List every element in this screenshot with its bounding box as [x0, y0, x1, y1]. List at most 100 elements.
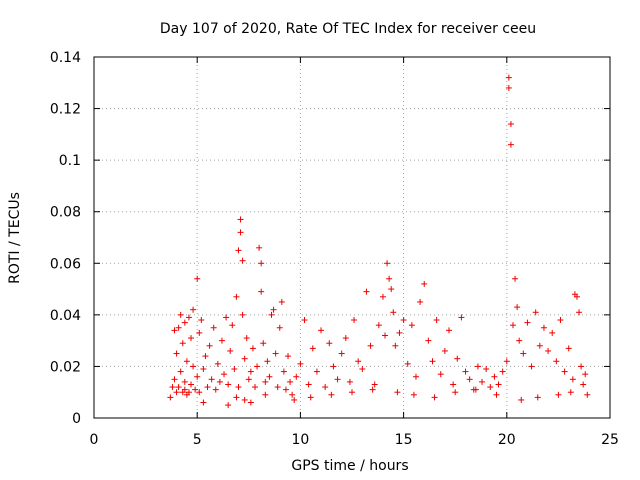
- data-point: [210, 324, 217, 331]
- data-point: [301, 317, 308, 324]
- data-point: [231, 366, 238, 373]
- data-point: [256, 244, 263, 251]
- data-point: [239, 311, 246, 318]
- data-point: [330, 363, 337, 370]
- data-point: [175, 384, 182, 391]
- data-point: [285, 353, 292, 360]
- data-point: [404, 360, 411, 367]
- data-point: [237, 229, 244, 236]
- data-point: [169, 384, 176, 391]
- data-point: [375, 322, 382, 329]
- data-point: [212, 386, 219, 393]
- data-point: [245, 376, 252, 383]
- data-point: [235, 247, 242, 254]
- x-tick-label: 0: [90, 432, 99, 448]
- data-point: [208, 376, 215, 383]
- data-point: [388, 286, 395, 293]
- data-point: [584, 391, 591, 398]
- data-point: [322, 384, 329, 391]
- data-point: [524, 319, 531, 326]
- data-point: [225, 402, 232, 409]
- data-point: [450, 381, 457, 388]
- data-point: [371, 381, 378, 388]
- data-point: [545, 347, 552, 354]
- data-point: [532, 309, 539, 316]
- data-points: [167, 74, 591, 409]
- data-point: [200, 366, 207, 373]
- data-point: [206, 342, 213, 349]
- data-point: [309, 345, 316, 352]
- data-point: [167, 394, 174, 401]
- data-point: [369, 386, 376, 393]
- data-point: [390, 309, 397, 316]
- data-point: [433, 317, 440, 324]
- data-point: [512, 275, 519, 282]
- data-point: [221, 371, 228, 378]
- data-point: [289, 391, 296, 398]
- data-point: [326, 340, 333, 347]
- data-point: [241, 355, 248, 362]
- data-point: [214, 360, 221, 367]
- data-point: [233, 394, 240, 401]
- data-point: [264, 358, 271, 365]
- data-point: [384, 260, 391, 267]
- data-point: [223, 314, 230, 321]
- data-point: [225, 381, 232, 388]
- data-point: [185, 389, 192, 396]
- data-point: [474, 363, 481, 370]
- data-point: [338, 350, 345, 357]
- data-point: [233, 293, 240, 300]
- data-point: [218, 337, 225, 344]
- data-point: [425, 337, 432, 344]
- data-point: [183, 358, 190, 365]
- data-point: [553, 358, 560, 365]
- data-point: [196, 329, 203, 336]
- data-point: [516, 337, 523, 344]
- data-point: [573, 293, 580, 300]
- data-point: [483, 366, 490, 373]
- data-point: [328, 391, 335, 398]
- data-point: [181, 319, 188, 326]
- x-tick-label: 20: [498, 432, 516, 448]
- y-tick-label: 0: [72, 411, 81, 427]
- data-point: [367, 342, 374, 349]
- data-point: [561, 368, 568, 375]
- axes: 0 5 10 15 20 25 0 0.02 0.04 0.06 0.08 0.1 0.12 0.14: [50, 50, 619, 448]
- data-point: [175, 324, 182, 331]
- data-point: [446, 327, 453, 334]
- data-point: [509, 322, 516, 329]
- data-point: [173, 350, 180, 357]
- data-point: [216, 378, 223, 385]
- data-point: [528, 363, 535, 370]
- data-point: [518, 396, 525, 403]
- y-tick-label: 0.1: [59, 153, 81, 169]
- data-point: [349, 389, 355, 396]
- data-point: [412, 373, 419, 380]
- data-point: [266, 373, 273, 380]
- data-point: [499, 368, 506, 375]
- data-point: [417, 298, 424, 305]
- data-point: [421, 280, 428, 287]
- data-point: [520, 350, 527, 357]
- data-point: [441, 347, 448, 354]
- y-axis-label: ROTI / TECUs: [7, 192, 23, 284]
- plot-frame: [93, 56, 611, 419]
- data-point: [313, 368, 320, 375]
- data-point: [582, 371, 589, 378]
- data-point: [272, 350, 279, 357]
- data-point: [173, 389, 180, 396]
- data-point: [181, 378, 188, 385]
- y-tick-label: 0.06: [50, 256, 81, 272]
- data-point: [254, 363, 261, 370]
- data-point: [400, 317, 407, 324]
- data-point: [454, 355, 461, 362]
- data-point: [185, 314, 192, 321]
- data-point: [270, 306, 277, 313]
- y-tick-label: 0.04: [50, 308, 81, 324]
- data-point: [363, 288, 370, 295]
- data-point: [305, 381, 312, 388]
- data-point: [192, 386, 199, 393]
- data-point: [235, 384, 242, 391]
